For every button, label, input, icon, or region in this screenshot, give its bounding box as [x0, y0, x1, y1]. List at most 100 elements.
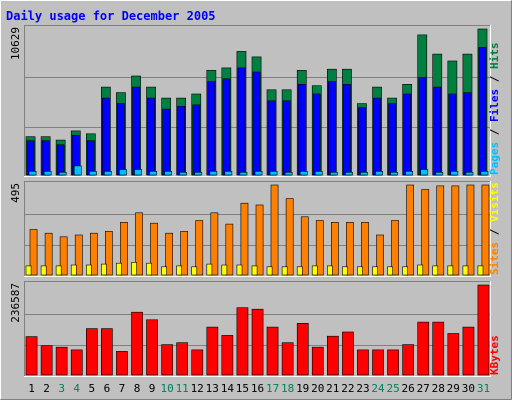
right-axis-label: Sites / Visits — [488, 182, 501, 275]
bar-visits-day-24 — [376, 234, 384, 276]
x-tick-label-day-9: 9 — [149, 382, 156, 395]
bar-kbytes-day-16 — [251, 308, 264, 376]
bar-visits-day-15 — [240, 202, 249, 276]
bar-pages-day-17 — [269, 171, 278, 176]
bar-files-day-3 — [56, 144, 65, 176]
bar-kbytes-day-10 — [161, 344, 174, 376]
x-tick-label-day-28: 28 — [432, 382, 445, 395]
bar-files-day-27 — [418, 77, 427, 176]
bar-sites-day-7 — [116, 262, 122, 276]
chart-panel-3: 236587 KBytes — [9, 281, 501, 377]
bar-kbytes-day-8 — [131, 311, 143, 376]
bar-visits-day-5 — [90, 232, 98, 276]
bar-visits-day-12 — [195, 220, 204, 276]
bar-pages-day-10 — [164, 171, 173, 176]
bar-kbytes-day-19 — [296, 322, 309, 376]
bar-visits-day-29 — [451, 185, 460, 276]
bar-kbytes-day-13 — [206, 326, 219, 376]
chart-panel-2: 495 Sites / Visits — [9, 181, 501, 277]
bar-kbytes-day-21 — [326, 335, 339, 376]
bar-sites-day-20 — [311, 265, 318, 276]
bars — [25, 184, 490, 276]
bar-visits-day-16 — [255, 204, 264, 276]
bar-pages-day-8 — [134, 169, 142, 176]
bar-visits-day-20 — [315, 220, 324, 276]
x-tick-label-day-23: 23 — [356, 382, 369, 395]
bar-kbytes-day-30 — [462, 326, 475, 376]
bar-files-day-22 — [343, 84, 351, 176]
x-tick-label-day-2: 2 — [43, 382, 50, 395]
bar-files-day-1 — [26, 140, 35, 176]
bar-kbytes-day-18 — [281, 342, 294, 376]
bar-visits-day-28 — [436, 185, 445, 276]
bar-files-day-10 — [162, 108, 171, 176]
bar-kbytes-day-1 — [25, 336, 38, 376]
bar-pages-day-16 — [254, 171, 263, 176]
bar-kbytes-day-14 — [221, 335, 234, 376]
bar-sites-day-3 — [55, 265, 62, 276]
series-sites — [25, 261, 484, 276]
bar-sites-day-21 — [326, 265, 333, 276]
bar-pages-day-23 — [360, 172, 368, 176]
bar-files-day-23 — [358, 107, 366, 176]
x-tick-label-day-4: 4 — [73, 382, 80, 395]
bar-pages-day-1 — [28, 171, 37, 176]
bar-sites-day-12 — [191, 266, 198, 276]
x-tick-label-day-27: 27 — [417, 382, 430, 395]
right-label-part: Hits — [488, 43, 501, 70]
x-tick-label-day-12: 12 — [191, 382, 204, 395]
chart-title: Daily usage for December 2005 — [6, 9, 216, 23]
bar-sites-day-18 — [281, 266, 288, 276]
bar-visits-day-7 — [120, 222, 128, 276]
bar-visits-day-10 — [165, 232, 174, 276]
bar-pages-day-19 — [299, 171, 308, 176]
bar-sites-day-15 — [236, 264, 243, 276]
bar-sites-day-25 — [387, 266, 393, 276]
bar-kbytes-day-9 — [146, 319, 158, 376]
right-label-part: Visits — [488, 182, 501, 222]
bar-visits-day-27 — [421, 189, 430, 276]
bar-visits-day-30 — [466, 184, 475, 276]
bar-sites-day-28 — [432, 265, 439, 276]
x-tick-label-day-26: 26 — [401, 382, 414, 395]
x-tick-label-day-7: 7 — [119, 382, 126, 395]
bar-pages-day-22 — [345, 172, 353, 176]
bar-files-day-25 — [388, 103, 396, 176]
series-pages — [28, 165, 489, 176]
bar-sites-day-13 — [206, 263, 213, 276]
x-tick-label-day-11: 11 — [176, 382, 189, 395]
bar-sites-day-19 — [296, 266, 303, 276]
bar-files-day-19 — [297, 84, 306, 176]
bar-pages-day-27 — [420, 169, 429, 176]
x-tick-label-day-31: 31 — [477, 382, 490, 395]
right-label-separator: / — [488, 122, 501, 142]
x-tick-label-day-5: 5 — [88, 382, 95, 395]
bar-files-day-16 — [252, 71, 261, 176]
y-max-label: 10629 — [9, 27, 22, 60]
bar-visits-day-2 — [44, 232, 53, 276]
bar-pages-day-4 — [73, 165, 82, 176]
bar-pages-day-14 — [224, 171, 233, 176]
bar-visits-day-1 — [29, 229, 38, 276]
bar-visits-day-11 — [180, 231, 189, 276]
series-visits — [29, 184, 490, 276]
bar-files-day-2 — [41, 140, 50, 176]
bar-pages-day-25 — [390, 172, 398, 176]
bar-pages-day-12 — [194, 172, 203, 176]
bar-visits-day-18 — [285, 198, 294, 276]
bar-pages-day-13 — [209, 171, 218, 176]
bar-sites-day-27 — [417, 264, 424, 276]
bar-visits-day-25 — [391, 220, 399, 276]
bar-kbytes-day-5 — [86, 328, 98, 376]
bar-pages-day-7 — [119, 169, 127, 176]
x-tick-label-day-1: 1 — [28, 382, 35, 395]
bar-pages-day-11 — [179, 172, 188, 176]
bar-sites-day-30 — [462, 265, 469, 276]
bar-files-day-30 — [463, 92, 472, 176]
x-tick-label-day-15: 15 — [236, 382, 249, 395]
bar-sites-day-10 — [161, 266, 168, 276]
chart-panel-1: 10629 Pages / Files / Hits — [9, 25, 501, 177]
bar-sites-day-14 — [221, 264, 228, 276]
bar-visits-day-4 — [74, 234, 83, 276]
bar-sites-day-26 — [402, 266, 409, 276]
